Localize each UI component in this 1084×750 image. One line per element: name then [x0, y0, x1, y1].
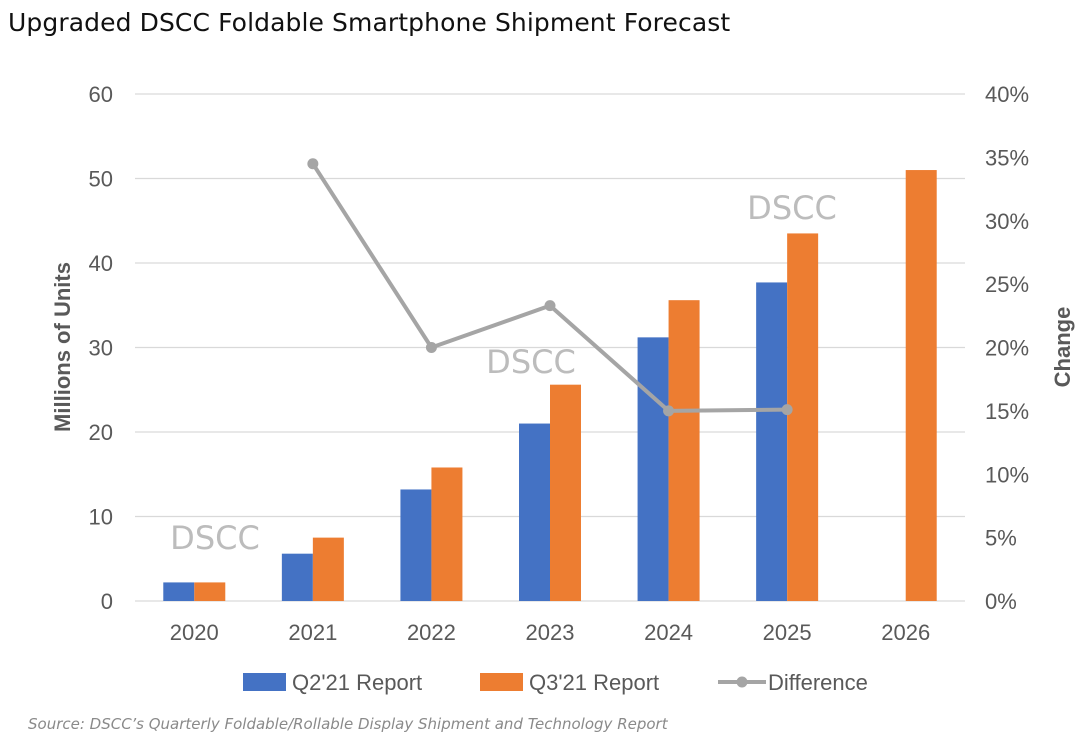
- x-tick-label: 2020: [170, 620, 219, 645]
- y-tick-label: 20: [89, 420, 113, 445]
- legend: Q2'21 Report Q3'21 Report Difference: [243, 670, 868, 695]
- y-tick-label: 50: [89, 167, 113, 192]
- y-tick-label: 40: [89, 251, 113, 276]
- bar-q3-2026: [905, 170, 937, 602]
- x-tick-label: 2022: [407, 620, 456, 645]
- watermarks: DSCC DSCC DSCC: [170, 189, 837, 557]
- difference-line: [307, 158, 793, 417]
- y2-axis-title: Change: [1050, 307, 1075, 388]
- legend-label-q3: Q3'21 Report: [529, 670, 659, 695]
- bar-q3-2022: [431, 467, 463, 601]
- legend-swatch-q2: [243, 673, 286, 691]
- y2-tick-label: 0%: [985, 589, 1017, 614]
- y-tick-label: 10: [89, 505, 113, 530]
- x-tick-label: 2026: [881, 620, 930, 645]
- y2-tick-label: 40%: [985, 82, 1029, 107]
- x-tick-label: 2023: [526, 620, 575, 645]
- dscc-watermark: DSCC: [486, 343, 576, 381]
- x-tick-label: 2024: [644, 620, 693, 645]
- bar-q3-2023: [550, 384, 581, 601]
- bar-q3-2021: [312, 537, 344, 601]
- legend-marker-difference: [736, 676, 748, 688]
- bar-q3-2025: [787, 233, 819, 602]
- y2-tick-label: 15%: [985, 399, 1029, 424]
- legend-swatch-q3: [480, 673, 523, 691]
- dscc-watermark: DSCC: [170, 519, 260, 557]
- x-tick-label: 2025: [763, 620, 812, 645]
- y-tick-label: 0: [101, 589, 113, 614]
- difference-point-2022: [425, 342, 437, 353]
- x-axis-ticks: 2020 2021 2022 2023 2024 2025 2026: [170, 620, 930, 645]
- right-axis-ticks: 0% 5% 10% 15% 20% 25% 30% 35% 40%: [985, 82, 1029, 614]
- chart-title: Upgraded DSCC Foldable Smartphone Shipme…: [8, 8, 731, 37]
- y2-tick-label: 35%: [985, 145, 1029, 170]
- bar-q2-2021: [281, 553, 313, 601]
- bar-q2-2023: [519, 423, 550, 601]
- y2-tick-label: 30%: [985, 209, 1029, 234]
- source-note: Source: DSCC’s Quarterly Foldable/Rollab…: [28, 715, 668, 733]
- bar-q3-2024: [668, 300, 700, 601]
- y2-tick-label: 5%: [985, 526, 1017, 551]
- dscc-watermark: DSCC: [747, 189, 837, 227]
- y2-tick-label: 25%: [985, 272, 1029, 297]
- x-tick-label: 2021: [288, 620, 337, 645]
- y-axis-title: Millions of Units: [50, 262, 75, 432]
- y2-tick-label: 10%: [985, 462, 1029, 487]
- legend-label-q2: Q2'21 Report: [292, 670, 422, 695]
- y-tick-label: 30: [89, 336, 113, 361]
- difference-point-2021: [307, 158, 319, 170]
- difference-point-2025: [781, 404, 793, 416]
- bar-q2-2024: [637, 337, 669, 601]
- bar-q2-2025: [756, 282, 788, 601]
- y2-tick-label: 20%: [985, 336, 1029, 361]
- bar-q2-2022: [400, 489, 432, 601]
- bar-q3-2020: [194, 582, 226, 601]
- bar-q2-2020: [163, 582, 195, 601]
- difference-point-2024: [663, 405, 675, 417]
- left-axis-ticks: 0 10 20 30 40 50 60: [89, 82, 113, 614]
- legend-label-difference: Difference: [768, 670, 868, 695]
- bars: [163, 170, 937, 602]
- difference-point-2023: [544, 300, 556, 312]
- y-tick-label: 60: [89, 82, 113, 107]
